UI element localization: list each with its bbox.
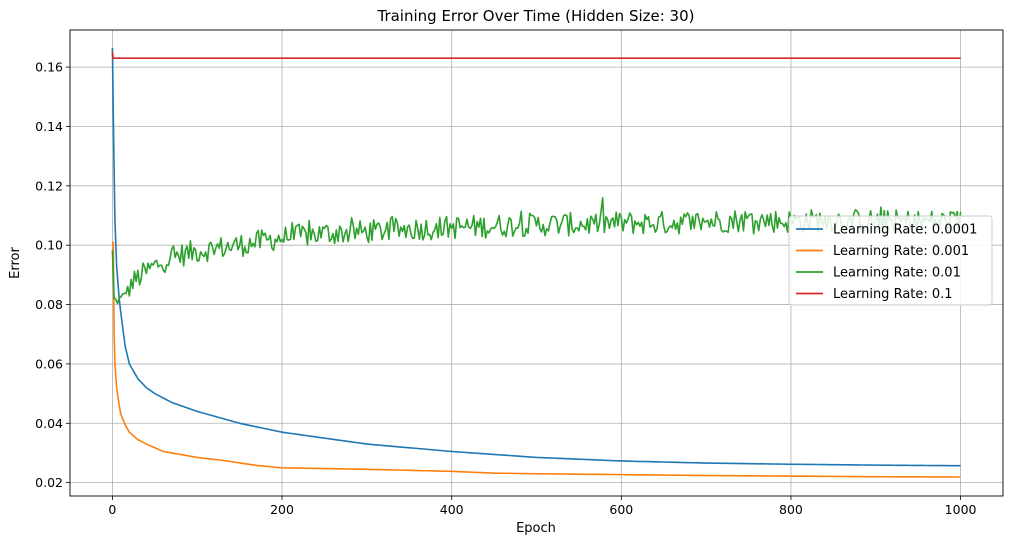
x-axis-label: Epoch: [516, 521, 556, 536]
x-tick-label: 600: [609, 502, 633, 517]
x-axis-ticks: 0 200 400 600 800 1000: [108, 496, 977, 517]
y-tick-label: 0.10: [35, 238, 63, 253]
y-tick-label: 0.04: [35, 416, 63, 431]
y-axis-ticks: 0.02 0.04 0.06 0.08 0.10 0.12 0.14 0.16: [35, 60, 70, 490]
y-tick-label: 0.12: [35, 178, 63, 193]
chart-title: Training Error Over Time (Hidden Size: 3…: [376, 7, 694, 25]
y-tick-label: 0.14: [35, 119, 63, 134]
y-axis-label: Error: [8, 247, 23, 279]
x-tick-label: 0: [108, 502, 116, 517]
x-tick-label: 400: [440, 502, 464, 517]
plot-frame: [69, 29, 1004, 497]
y-tick-label: 0.02: [35, 475, 63, 490]
x-tick-label: 200: [270, 502, 294, 517]
series-line-3: [111, 52, 961, 59]
y-tick-label: 0.06: [35, 356, 63, 371]
series-line-0: [111, 47, 961, 467]
y-tick-label: 0.16: [35, 60, 63, 75]
legend-label-2: Learning Rate: 0.01: [833, 266, 961, 281]
y-tick-label: 0.08: [35, 297, 63, 312]
legend-box: [788, 215, 993, 306]
series-line-1: [111, 241, 961, 478]
legend-label-1: Learning Rate: 0.001: [833, 244, 969, 259]
legend-label-0: Learning Rate: 0.0001: [833, 223, 977, 238]
x-tick-label: 1000: [945, 502, 977, 517]
x-tick-label: 800: [779, 502, 803, 517]
legend: Learning Rate: 0.0001 Learning Rate: 0.00…: [788, 215, 993, 306]
legend-label-3: Learning Rate: 0.1: [833, 287, 953, 302]
